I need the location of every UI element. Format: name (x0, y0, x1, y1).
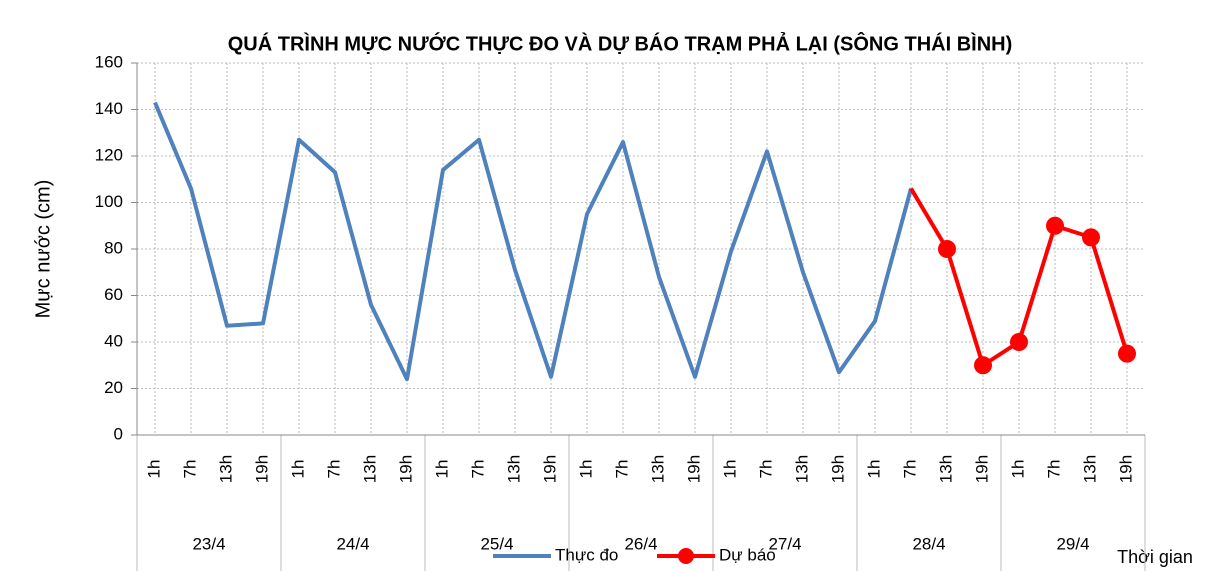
x-tick-label: 7h (180, 460, 199, 479)
y-tick-label: 80 (104, 238, 123, 257)
y-tick-label: 20 (104, 378, 123, 397)
x-tick-label: 19h (828, 455, 847, 483)
x-tick-label: 13h (504, 455, 523, 483)
x-tick-label: 7h (324, 460, 343, 479)
x-tick-label: 19h (972, 455, 991, 483)
legend-label: Dự báo (719, 545, 776, 564)
x-tick-label: 7h (468, 460, 487, 479)
y-tick-label: 60 (104, 285, 123, 304)
series-marker (1082, 228, 1100, 247)
y-tick-label: 120 (95, 145, 123, 164)
x-tick-label: 7h (612, 460, 631, 479)
group-label: 26/4 (624, 534, 657, 553)
x-tick-label: 13h (648, 455, 667, 483)
series-line (153, 101, 913, 382)
group-label: 23/4 (192, 534, 225, 553)
series-marker (1046, 216, 1064, 235)
x-tick-label: 1h (1008, 460, 1027, 479)
x-tick-label: 1h (432, 460, 451, 479)
x-tick-label: 19h (684, 455, 703, 483)
group-label: 25/4 (480, 534, 513, 553)
legend-marker (678, 548, 694, 564)
y-tick-label: 0 (114, 424, 123, 443)
group-label: 27/4 (768, 534, 801, 553)
x-axis-label: Thời gian (1117, 547, 1193, 567)
x-tick-label: 13h (1080, 455, 1099, 483)
x-tick-label: 13h (216, 455, 235, 483)
series-marker (938, 240, 956, 258)
x-tick-label: 13h (936, 455, 955, 483)
group-label: 28/4 (912, 534, 945, 553)
x-tick-label: 7h (900, 460, 919, 479)
x-tick-label: 13h (792, 455, 811, 483)
x-tick-label: 1h (288, 460, 307, 479)
legend-label: Thực đo (555, 545, 618, 564)
x-tick-label: 19h (252, 455, 271, 483)
y-tick-label: 40 (104, 331, 123, 350)
group-label: 24/4 (336, 534, 369, 553)
x-tick-label: 19h (540, 455, 559, 483)
x-tick-label: 7h (756, 460, 775, 479)
y-axis-label: Mực nước (cm) (32, 180, 54, 319)
x-tick-label: 13h (360, 455, 379, 483)
x-tick-label: 7h (1044, 460, 1063, 479)
x-tick-label: 19h (396, 455, 415, 483)
x-tick-label: 1h (864, 460, 883, 479)
chart-title: QUÁ TRÌNH MỰC NƯỚC THỰC ĐO VÀ DỰ BÁO TRẠ… (228, 31, 1013, 55)
series-marker (1010, 333, 1028, 351)
series-marker (974, 356, 992, 375)
y-tick-label: 100 (95, 192, 123, 211)
x-tick-label: 1h (576, 460, 595, 479)
x-tick-label: 19h (1116, 455, 1135, 483)
x-tick-label: 1h (720, 460, 739, 479)
group-label: 29/4 (1056, 534, 1089, 553)
y-tick-label: 160 (95, 52, 123, 71)
series-marker (1118, 344, 1136, 363)
y-tick-label: 140 (95, 99, 123, 118)
x-tick-label: 1h (144, 460, 163, 479)
